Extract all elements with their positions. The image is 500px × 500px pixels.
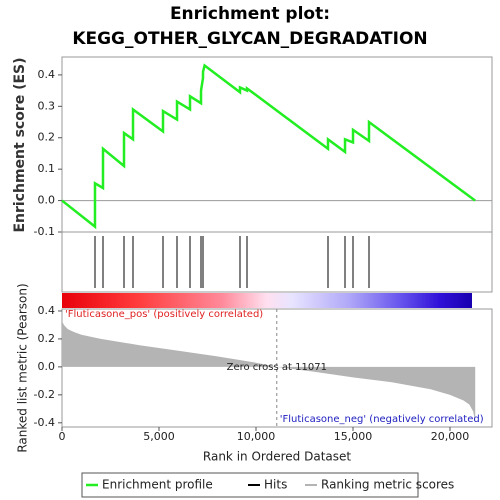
x-tick-label: 10,000 bbox=[237, 430, 276, 443]
y-axis-label: Ranked list metric (Pearson) bbox=[16, 283, 30, 452]
annotation: 'Fluticasone_pos' (positively correlated… bbox=[65, 309, 263, 320]
panel-frame bbox=[61, 231, 493, 293]
y-tick-label: -0.4 bbox=[34, 416, 55, 429]
y-tick-label: 0.0 bbox=[38, 360, 56, 373]
y-tick-label: 0.3 bbox=[38, 99, 56, 112]
x-axis-label: Rank in Ordered Dataset bbox=[203, 450, 351, 464]
legend-label: Hits bbox=[264, 478, 287, 492]
x-tick-label: 20,000 bbox=[431, 430, 470, 443]
annotation: Zero cross at 11071 bbox=[227, 362, 327, 373]
y-tick-label: 0.1 bbox=[38, 162, 56, 175]
metric-area bbox=[62, 320, 476, 423]
y-tick-label: -0.1 bbox=[34, 225, 55, 238]
color-bar bbox=[62, 293, 472, 308]
legend-label: Ranking metric scores bbox=[321, 478, 454, 492]
x-tick-label: 15,000 bbox=[334, 430, 373, 443]
y-tick-label: 0.0 bbox=[38, 194, 56, 207]
annotation: 'Fluticasone_neg' (negatively correlated… bbox=[280, 414, 484, 425]
y-tick-label: -0.2 bbox=[34, 388, 55, 401]
y-tick-label: 0.4 bbox=[38, 304, 56, 317]
y-tick-label: 0.2 bbox=[38, 332, 56, 345]
x-tick-label: 0 bbox=[59, 430, 66, 443]
x-tick-label: 5,000 bbox=[143, 430, 175, 443]
chart-subtitle: KEGG_OTHER_GLYCAN_DEGRADATION bbox=[72, 29, 427, 49]
legend-label: Enrichment profile bbox=[102, 478, 213, 492]
enrichment-line bbox=[61, 63, 476, 230]
y-tick-label: 0.4 bbox=[38, 68, 56, 81]
y-tick-label: 0.2 bbox=[38, 131, 56, 144]
panel-frame bbox=[61, 56, 493, 233]
chart-title: Enrichment plot: bbox=[170, 4, 330, 24]
y-axis-label: Enrichment score (ES) bbox=[12, 57, 28, 232]
